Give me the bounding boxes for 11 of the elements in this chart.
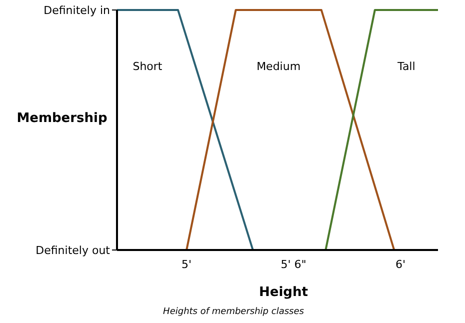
x-tick-label: 5' 6" bbox=[280, 258, 306, 271]
text: Heights of membership classes bbox=[163, 307, 304, 317]
text: Definitely out bbox=[36, 244, 111, 257]
text: Tall bbox=[396, 60, 416, 73]
x-tick-label: 5' bbox=[182, 258, 192, 271]
text: Definitely in bbox=[44, 4, 110, 17]
x-axis-title: Height bbox=[259, 285, 308, 300]
y-axis-title: Membership bbox=[16, 111, 108, 126]
x-tick-label: 6' bbox=[396, 258, 406, 271]
text: Medium bbox=[256, 60, 301, 73]
text: Short bbox=[132, 60, 163, 73]
